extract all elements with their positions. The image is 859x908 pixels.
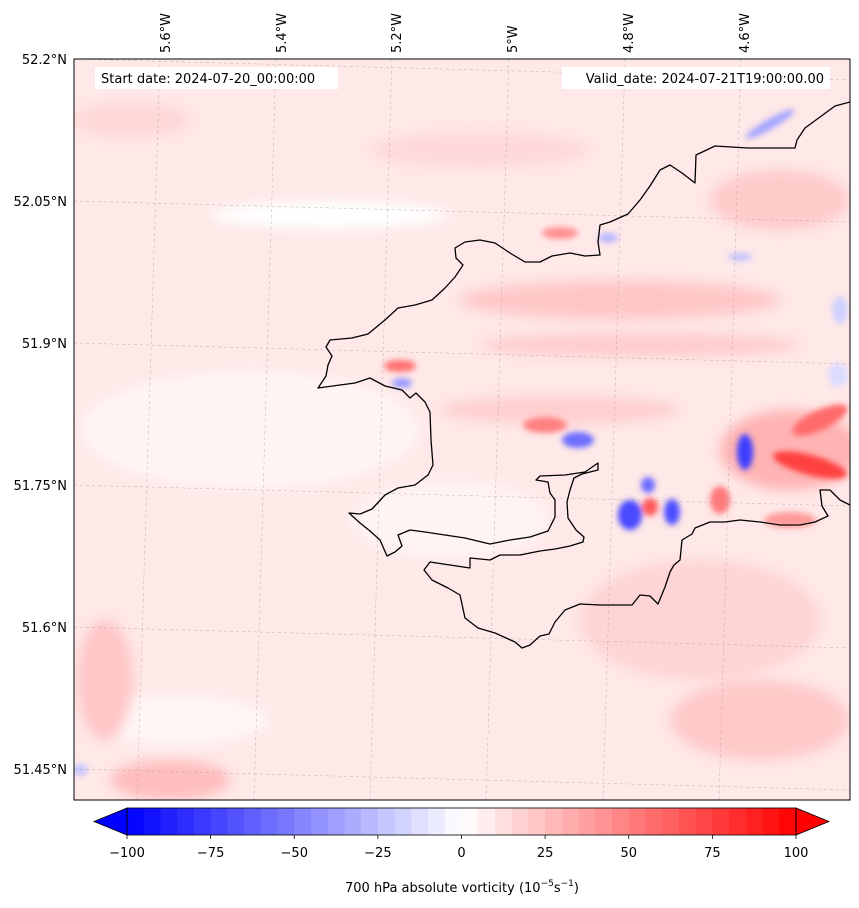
coastline	[317, 101, 850, 649]
colorbar-segment	[411, 808, 429, 835]
colorbar-extend-high	[795, 807, 831, 836]
colorbar-tick-label: −25	[364, 846, 391, 861]
lat-label-51-45n: 51.45°N	[14, 763, 67, 778]
lat-label-51-9n: 51.9°N	[22, 337, 67, 352]
map-panel: Start date: 2024-07-20_00:00:00 Valid_da…	[74, 59, 850, 800]
colorbar-segment	[210, 808, 228, 835]
colorbar-ticks: −100 −75 −50 −25 0 25 50 75 100	[109, 835, 808, 861]
start-date-box: Start date: 2024-07-20_00:00:00	[95, 67, 338, 89]
colorbar-segment	[511, 808, 530, 835]
colorbar-segment	[310, 808, 329, 835]
colorbar-tick-label: 75	[704, 846, 721, 861]
colorbar-segment	[745, 808, 764, 835]
colorbar-segment	[394, 808, 412, 835]
colorbar-segment	[628, 808, 647, 835]
colorbar-segment	[428, 808, 446, 835]
colorbar-segment	[645, 808, 663, 835]
latitude-labels: 52.2°N 52.05°N 51.9°N 51.75°N 51.6°N 51.…	[14, 53, 67, 778]
colorbar-tick-label: 50	[620, 846, 637, 861]
colorbar-segment	[260, 808, 279, 835]
colorbar-segment	[528, 808, 546, 835]
colorbar: −100 −75 −50 −25 0 25 50 75 100 700 hPa absolute…	[92, 807, 831, 896]
lat-label-52-05n: 52.05°N	[14, 195, 67, 210]
lat-label-51-75n: 51.75°N	[14, 479, 67, 494]
colorbar-segment	[662, 808, 680, 835]
colorbar-segment	[277, 808, 295, 835]
colorbar-tick-label: −50	[281, 846, 308, 861]
lat-label-52-2n: 52.2°N	[22, 53, 67, 68]
colorbar-tick-label: 100	[784, 846, 809, 861]
colorbar-segment	[444, 808, 463, 835]
colorbar-segment	[578, 808, 596, 835]
colorbar-segment	[227, 808, 245, 835]
colorbar-segment	[244, 808, 262, 835]
colorbar-segment	[729, 808, 747, 835]
colorbar-segment	[461, 808, 479, 835]
colorbar-segment	[327, 808, 346, 835]
lon-label-5-6w: 5.6°W	[159, 13, 174, 53]
colorbar-tick-label: −100	[109, 846, 145, 861]
lon-label-4-6w: 4.6°W	[738, 13, 753, 53]
colorbar-tick-label: 0	[457, 846, 465, 861]
colorbar-segment	[361, 808, 379, 835]
vorticity-field-contours	[74, 102, 850, 800]
colorbar-segment	[294, 808, 312, 835]
colorbar-segment	[712, 808, 730, 835]
colorbar-segment	[143, 808, 162, 835]
colorbar-segment	[377, 808, 396, 835]
colorbar-extend-low	[92, 807, 128, 836]
lon-label-4-8w: 4.8°W	[622, 13, 637, 53]
longitude-labels: 5.6°W 5.4°W 5.2°W 5°W 4.8°W 4.6°W	[159, 13, 753, 53]
colorbar-segment	[545, 808, 563, 835]
lon-label-5-2w: 5.2°W	[390, 13, 405, 53]
colorbar-segment	[344, 808, 362, 835]
colorbar-segment	[678, 808, 697, 835]
start-date-text: Start date: 2024-07-20_00:00:00	[101, 72, 315, 87]
lon-label-5-4w: 5.4°W	[275, 13, 290, 53]
colorbar-segment	[127, 808, 145, 835]
vorticity-extremes	[74, 109, 848, 776]
colorbar-segment	[193, 808, 212, 835]
colorbar-segment	[695, 808, 713, 835]
lat-label-51-6n: 51.6°N	[22, 621, 67, 636]
colorbar-tick-label: −75	[197, 846, 224, 861]
colorbar-segment	[494, 808, 513, 835]
colorbar-segment	[595, 808, 613, 835]
colorbar-segment	[478, 808, 496, 835]
colorbar-segment	[762, 808, 780, 835]
colorbar-segment	[177, 808, 195, 835]
lon-label-5w: 5°W	[506, 25, 521, 53]
colorbar-label: 700 hPa absolute vorticity (10−5s−1)	[345, 879, 579, 896]
colorbar-segment	[561, 808, 580, 835]
colorbar-segment	[160, 808, 178, 835]
valid-date-box: Valid_date: 2024-07-21T19:00:00.00	[562, 67, 830, 89]
colorbar-segment	[612, 808, 630, 835]
colorbar-tick-label: 25	[537, 846, 554, 861]
colorbar-segment	[779, 808, 797, 835]
colorbar-segments	[127, 808, 797, 835]
map-frame	[73, 58, 851, 801]
valid-date-text: Valid_date: 2024-07-21T19:00:00.00	[586, 72, 824, 87]
